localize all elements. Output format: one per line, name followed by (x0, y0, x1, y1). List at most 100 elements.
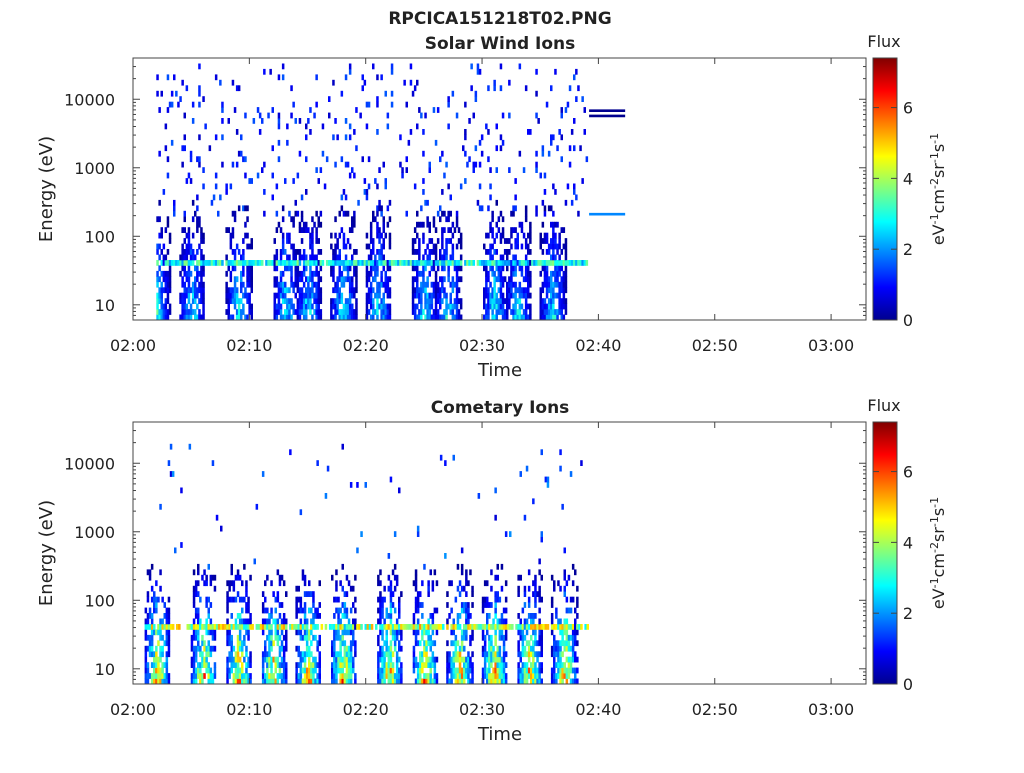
y-axis-label: Energy (eV) (36, 500, 57, 606)
spectrogram-cell (159, 569, 162, 576)
spectrogram-cell (212, 260, 216, 266)
spectrogram-cell (463, 634, 466, 641)
spectrogram-cell (365, 303, 369, 310)
spectrogram-cell (424, 112, 427, 119)
spectrogram-cell (554, 189, 557, 195)
spectrogram-cell (575, 96, 578, 102)
spectrogram-cell (416, 531, 420, 537)
spectrogram-cell (547, 150, 551, 157)
spectrogram-cell (517, 651, 520, 658)
spectrogram-cell (228, 624, 231, 630)
spectrogram-cell (351, 260, 354, 266)
spectrogram-cell (204, 260, 207, 266)
spectrogram-cell (391, 624, 395, 630)
spectrogram-cell (305, 254, 308, 261)
spectrogram-cell (197, 673, 200, 679)
spectrogram-cell (347, 673, 351, 679)
spectrogram-cell (203, 673, 206, 679)
spectrogram-cell (207, 673, 210, 679)
spectrogram-cell (235, 298, 239, 304)
spectrogram-cell (344, 309, 348, 315)
spectrogram-cell (290, 303, 293, 310)
spectrogram-cell (309, 292, 312, 299)
spectrogram-cell (486, 618, 489, 625)
spectrogram-cell (428, 292, 431, 299)
spectrogram-cell (190, 624, 194, 630)
spectrogram-cell (246, 265, 249, 272)
spectrogram-cell (435, 580, 439, 587)
spectrogram-cell (155, 673, 158, 679)
spectrogram-cell (302, 303, 306, 310)
spectrogram-cell (519, 471, 522, 477)
spectrogram-cell (483, 656, 487, 663)
spectrogram-cell (148, 634, 152, 641)
spectrogram-cell (232, 624, 236, 630)
spectrogram-cell (344, 265, 348, 272)
spectrogram-cell (501, 309, 505, 315)
spectrogram-cell (192, 662, 196, 668)
spectrogram-cell (234, 618, 238, 625)
spectrogram-cell (427, 624, 430, 630)
spectrogram-cell (196, 260, 199, 266)
spectrogram-cell (269, 68, 272, 75)
spectrogram-cell (395, 673, 399, 679)
spectrogram-cell (446, 618, 449, 625)
spectrogram-cell (389, 624, 393, 630)
spectrogram-cell (439, 292, 442, 299)
spectrogram-cell (261, 602, 265, 608)
spectrogram-cell (411, 276, 415, 283)
spectrogram-cell (467, 618, 470, 625)
panel-title: Solar Wind Ions (425, 34, 576, 54)
spectrogram-cell (431, 629, 435, 636)
spectrogram-cell (268, 640, 271, 647)
spectrogram-cell (213, 629, 217, 636)
spectrogram-cell (310, 629, 313, 636)
spectrogram-cell (581, 178, 584, 184)
spectrogram-cell (338, 292, 341, 299)
spectrogram-cell (486, 613, 489, 619)
spectrogram-cell (318, 667, 321, 674)
spectrogram-cell (487, 156, 490, 163)
spectrogram-cell (318, 602, 321, 608)
spectrogram-cell (514, 205, 517, 212)
spectrogram-cell (497, 303, 501, 310)
spectrogram-cell (416, 249, 419, 255)
spectrogram-cell (423, 673, 426, 679)
spectrogram-cell (305, 221, 308, 228)
spectrogram-cell (560, 156, 563, 163)
spectrogram-cell (343, 673, 347, 679)
spectrogram-cell (473, 624, 476, 630)
spectrogram-cell (485, 287, 488, 294)
spectrogram-cell (251, 624, 254, 630)
spectrogram-cell (167, 629, 171, 636)
spectrogram-cell (385, 629, 388, 636)
spectrogram-cell (367, 287, 371, 294)
spectrogram-cell (183, 216, 186, 223)
spectrogram-cell (413, 314, 417, 321)
spectrogram-cell (416, 79, 419, 86)
spectrogram-cell (416, 287, 419, 294)
spectrogram-cell (270, 662, 273, 668)
spectrogram-cell (150, 645, 154, 652)
spectrogram-cell (536, 624, 539, 630)
spectrogram-cell (532, 613, 535, 619)
colorbar-title: Flux (867, 32, 900, 51)
spectrogram-cell (475, 624, 478, 630)
spectrogram-cell (245, 662, 248, 668)
spectrogram-cell (559, 629, 562, 636)
spectrogram-cell (576, 585, 579, 592)
spectrogram-cell (550, 596, 554, 603)
spectrogram-cell (241, 618, 244, 625)
y-tick-label: 100 (84, 591, 115, 610)
spectrogram-cell (305, 634, 309, 641)
spectrogram-cell (170, 101, 174, 108)
spectrogram-cell (499, 85, 503, 92)
spectrogram-cell (217, 260, 220, 266)
spectrogram-cell (423, 629, 426, 636)
spectrogram-cell (333, 656, 336, 663)
spectrogram-cell (550, 645, 554, 652)
spectrogram-cell (163, 602, 166, 608)
spectrogram-cell (300, 303, 304, 310)
spectrogram-cell (567, 645, 571, 652)
spectrogram-cell (436, 309, 440, 315)
